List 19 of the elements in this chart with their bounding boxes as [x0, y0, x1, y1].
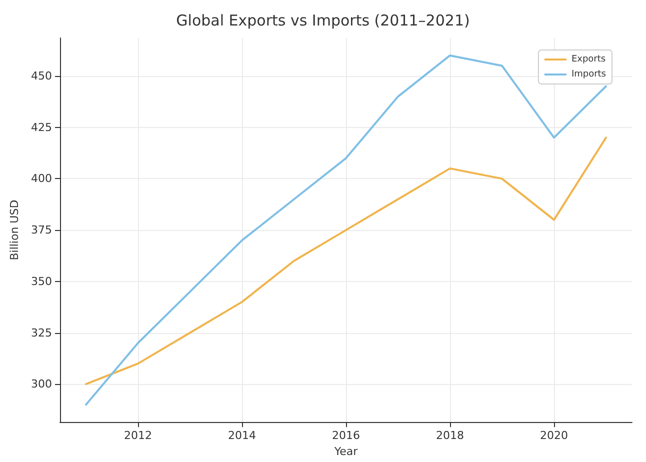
- legend-label: Imports: [571, 70, 606, 80]
- y-axis-title: Billion USD: [8, 200, 22, 260]
- x-tick-label: 2016: [332, 429, 360, 442]
- legend-label: Exports: [571, 54, 606, 64]
- y-tick-label: 325: [31, 326, 52, 340]
- x-tick-label: 2018: [436, 429, 464, 442]
- y-tick-label: 375: [31, 224, 52, 237]
- line-series: [85, 136, 607, 386]
- x-tick-label: 2012: [124, 429, 152, 442]
- y-tick-label: 450: [31, 70, 52, 82]
- chart-title: Global Exports vs Imports (2011–2021): [176, 12, 470, 30]
- x-axis-title: Year: [333, 445, 358, 458]
- y-tick-label: 350: [31, 274, 52, 288]
- x-tick-label: 2020: [540, 429, 568, 442]
- line-series: [85, 54, 607, 406]
- y-tick-label: 300: [31, 378, 52, 391]
- y-tick-label: 400: [31, 172, 52, 186]
- x-tick-label: 2014: [228, 429, 256, 442]
- y-tick-label: 425: [31, 120, 52, 134]
